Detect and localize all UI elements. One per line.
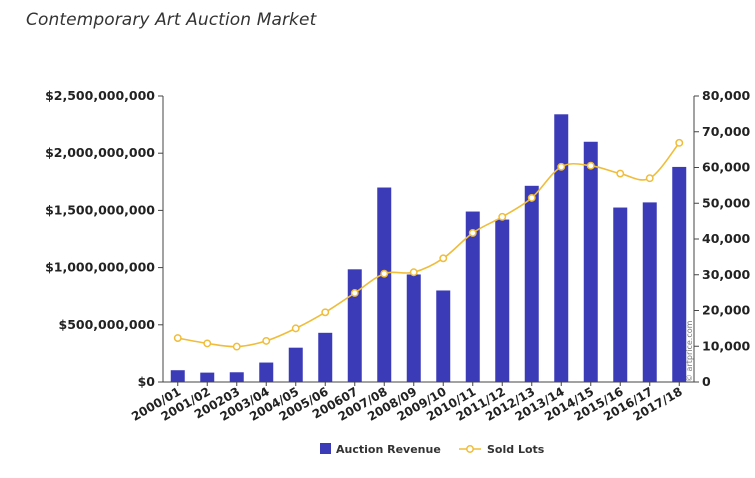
legend-label-lots: Sold Lots xyxy=(487,443,545,456)
revenue-bar xyxy=(465,211,480,382)
sold-lots-point xyxy=(350,289,359,297)
sold-lots-point xyxy=(291,324,300,333)
left-axis-tick-label: $1,500,000,000 xyxy=(45,202,155,217)
chart-title: Contemporary Art Auction Market xyxy=(26,10,317,30)
sold-lots-point xyxy=(409,268,418,277)
left-axis-tick-label: $2,000,000,000 xyxy=(45,145,155,160)
revenue-bar xyxy=(377,187,392,382)
revenue-bar xyxy=(554,114,569,382)
right-axis-tick-label: 60,000 xyxy=(702,160,751,175)
sold-lots-point xyxy=(557,162,566,171)
credit-text: © artprice.com xyxy=(685,320,694,382)
sold-lots-point xyxy=(262,336,271,345)
sold-lots-point xyxy=(321,308,330,317)
revenue-bar xyxy=(436,290,451,382)
sold-lots-point xyxy=(203,339,212,348)
legend-label-revenue: Auction Revenue xyxy=(336,443,441,456)
sold-lots-point xyxy=(675,138,684,147)
right-axis-tick-label: 10,000 xyxy=(702,338,751,353)
sold-lots-point xyxy=(232,342,241,351)
sold-lots-point xyxy=(616,169,625,178)
revenue-bar xyxy=(672,166,687,382)
revenue-bar xyxy=(288,347,303,382)
revenue-bar xyxy=(495,219,510,382)
sold-lots-point xyxy=(645,174,654,183)
sold-lots-point xyxy=(439,254,448,263)
x-axis: 2000/012001/022002032003/042004/052005/0… xyxy=(129,381,694,424)
right-axis-tick-label: 70,000 xyxy=(702,124,751,139)
right-axis-tick-label: 30,000 xyxy=(702,267,751,282)
right-axis-tick-label: 20,000 xyxy=(702,303,751,318)
left-axis-tick-label: $2,500,000,000 xyxy=(45,88,155,103)
revenue-bars xyxy=(170,114,687,382)
sold-lots-point xyxy=(586,161,595,170)
revenue-bar xyxy=(406,274,421,382)
revenue-bar xyxy=(524,185,539,382)
revenue-bar xyxy=(200,372,215,382)
legend-marker-lots xyxy=(466,445,474,453)
revenue-bar xyxy=(259,362,274,382)
revenue-bar xyxy=(229,372,244,382)
sold-lots-point xyxy=(527,193,536,202)
left-y-axis: $0 $500,000,000 $1,000,000,000 $1,500,000,0… xyxy=(45,88,164,389)
revenue-bar xyxy=(318,332,333,382)
revenue-bar xyxy=(642,202,657,382)
sold-lots-point xyxy=(380,269,389,278)
right-axis-tick-label: 40,000 xyxy=(702,231,751,246)
right-axis-tick-label: 0 xyxy=(702,374,711,389)
left-axis-tick-label: $500,000,000 xyxy=(59,317,156,332)
revenue-bar xyxy=(613,207,628,382)
sold-lots-path xyxy=(177,142,680,348)
revenue-bar xyxy=(347,269,362,382)
revenue-bar xyxy=(170,370,185,382)
sold-lots-point xyxy=(468,228,477,237)
right-axis-tick-label: 50,000 xyxy=(702,195,751,210)
legend-swatch-revenue xyxy=(320,443,331,454)
right-axis-tick-label: 80,000 xyxy=(702,88,751,103)
sold-lots-point xyxy=(498,212,507,221)
sold-lots-line xyxy=(173,138,684,351)
right-y-axis: 0 10,000 20,000 30,000 40,000 50,000 60,000 70,… xyxy=(693,88,751,389)
left-axis-tick-label: $0 xyxy=(138,374,156,389)
left-axis-tick-label: $1,000,000,000 xyxy=(45,260,155,275)
sold-lots-point xyxy=(173,334,182,342)
revenue-bar xyxy=(583,141,598,382)
legend: Auction Revenue Sold Lots xyxy=(320,443,545,456)
